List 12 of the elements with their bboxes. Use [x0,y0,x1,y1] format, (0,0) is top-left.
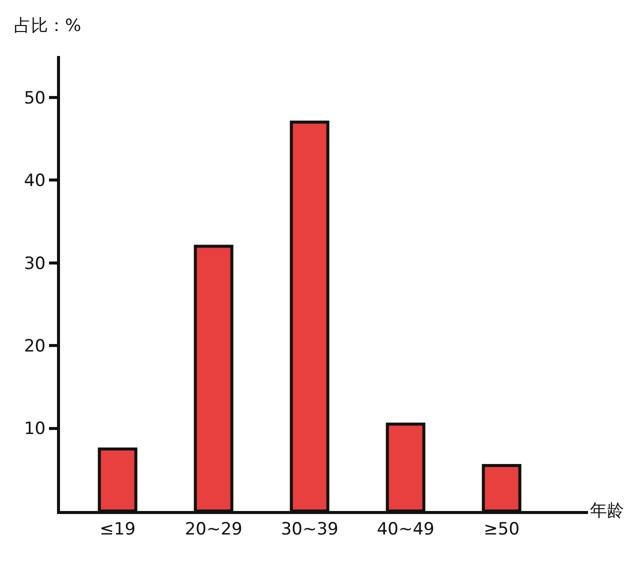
y-tick-label: 50 [24,88,46,108]
y-tick-label: 30 [24,254,46,274]
x-tick-label: ≥50 [484,519,520,540]
x-tick-label: ≤19 [100,519,136,540]
y-tick-label: 40 [24,171,46,192]
y-axis-title: 占比：% [14,16,82,36]
y-tick-label: 10 [24,419,46,440]
x-tick-label: 20~29 [184,519,242,540]
x-tick-label: 30~39 [280,519,338,540]
x-axis-title: 年龄 [590,501,624,521]
x-tick-label: 40~49 [376,519,434,540]
y-tick-label: 20 [24,336,46,356]
